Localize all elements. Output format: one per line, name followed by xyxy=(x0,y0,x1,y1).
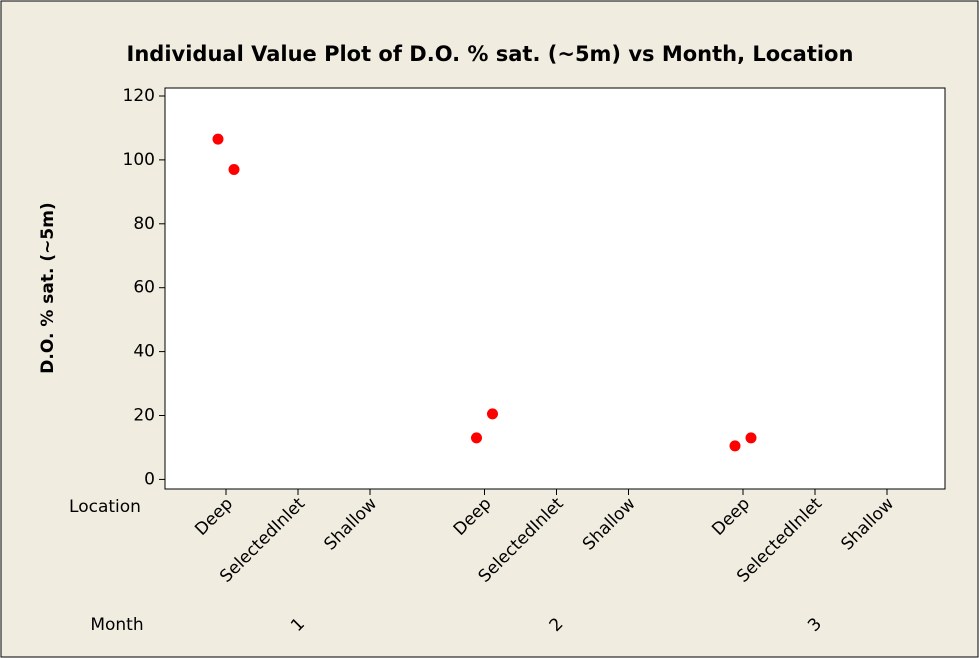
month-label: Month xyxy=(90,615,143,635)
y-axis-label: D.O. % sat. (~5m) xyxy=(38,202,58,373)
y-tick-label: 0 xyxy=(144,469,155,489)
plot-area xyxy=(164,87,946,490)
data-point xyxy=(228,163,240,175)
y-tick-label: 100 xyxy=(123,150,155,170)
y-tick-label: 60 xyxy=(133,278,155,298)
data-point xyxy=(471,432,482,444)
y-tick-label: 80 xyxy=(133,214,155,234)
data-point xyxy=(487,408,498,420)
data-point xyxy=(745,432,757,444)
y-tick-label: 20 xyxy=(133,406,155,426)
chart-title: Individual Value Plot of D.O. % sat. (~5… xyxy=(127,42,854,66)
data-point xyxy=(729,440,741,452)
y-tick-label: 120 xyxy=(123,86,155,106)
location-label: Location xyxy=(69,497,141,517)
data-point xyxy=(212,133,224,145)
y-tick-label: 40 xyxy=(133,342,155,362)
